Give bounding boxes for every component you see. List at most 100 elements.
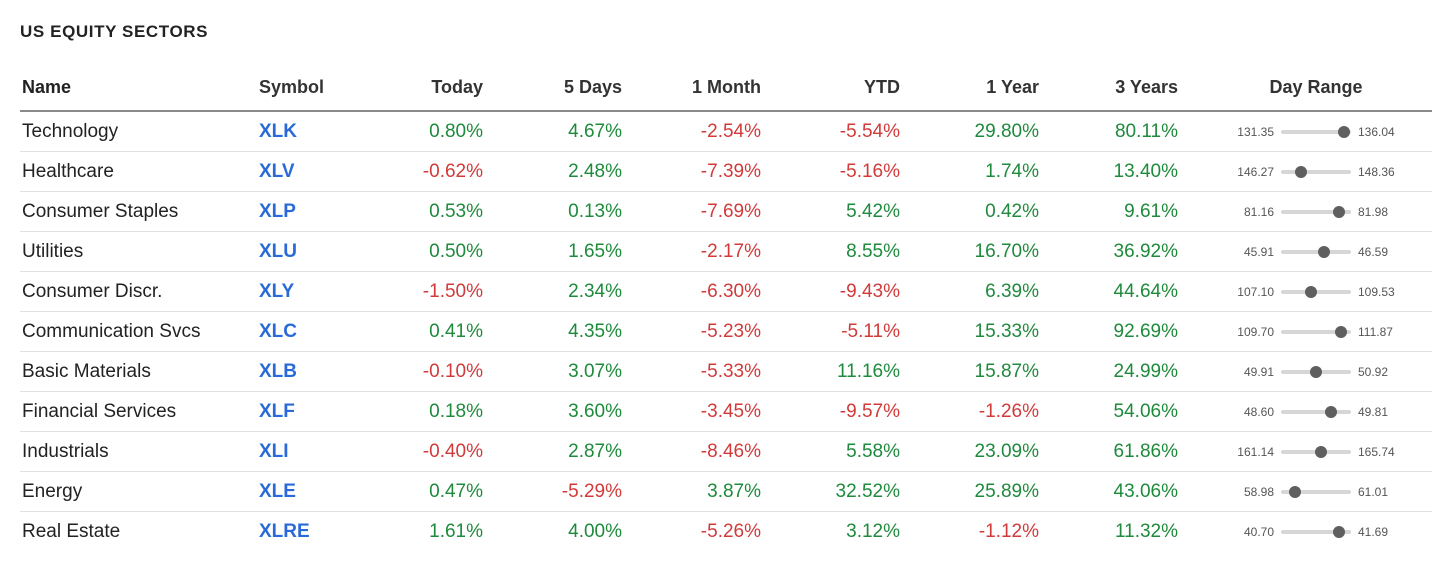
symbol-link[interactable]: XLU bbox=[259, 240, 297, 262]
cell-5-days: 4.67% bbox=[505, 111, 644, 152]
cell-day-range: 109.70 111.87 bbox=[1200, 311, 1432, 352]
cell-5-days: 1.65% bbox=[505, 231, 644, 272]
cell-1-month: -3.45% bbox=[644, 391, 783, 432]
cell-3-years: 44.64% bbox=[1061, 271, 1200, 312]
header-ytd[interactable]: YTD bbox=[783, 64, 922, 112]
cell-5-days: 4.35% bbox=[505, 311, 644, 352]
symbol-link[interactable]: XLY bbox=[259, 280, 295, 302]
cell-1-year: 16.70% bbox=[922, 231, 1061, 272]
cell-5-days: 3.07% bbox=[505, 351, 644, 392]
cell-ytd: 5.42% bbox=[783, 191, 922, 232]
cell-1-month: -7.69% bbox=[644, 191, 783, 232]
cell-sector-name: Industrials bbox=[20, 431, 257, 472]
table-row[interactable]: Consumer Staples XLP 0.53% 0.13% -7.69% 5.42%… bbox=[20, 191, 1432, 232]
cell-today: 1.61% bbox=[429, 520, 483, 542]
cell-1-year: -1.26% bbox=[922, 391, 1061, 432]
cell-ytd: -5.16% bbox=[783, 151, 922, 192]
header-name[interactable]: Name bbox=[20, 64, 257, 112]
cell-today: 0.18% bbox=[366, 391, 505, 432]
cell-1-month: -2.17% bbox=[644, 231, 783, 272]
table-row[interactable]: Healthcare XLV -0.62% 2.48% -7.39% -5.16% 1.74… bbox=[20, 151, 1432, 192]
cell-5-days: 2.48% bbox=[505, 151, 644, 192]
table-row[interactable]: Real Estate XLRE 1.61% 4.00% -5.26% 3.12% -1.1… bbox=[20, 512, 1432, 552]
cell-1-year: 6.39% bbox=[922, 271, 1061, 312]
day-range-low: 109.70 bbox=[1237, 324, 1274, 339]
symbol-link[interactable]: XLV bbox=[259, 160, 295, 182]
day-range-track bbox=[1281, 205, 1351, 218]
cell-1-month: -8.46% bbox=[644, 431, 783, 472]
day-range-track bbox=[1281, 445, 1351, 458]
cell-sector-name: Utilities bbox=[20, 231, 257, 272]
symbol-link[interactable]: XLE bbox=[259, 480, 296, 502]
symbol-link[interactable]: XLF bbox=[259, 400, 295, 422]
cell-sector-name: Real Estate bbox=[22, 520, 121, 542]
day-range-high: 50.92 bbox=[1358, 364, 1389, 379]
day-range-track bbox=[1281, 485, 1351, 498]
header-today[interactable]: Today bbox=[366, 64, 505, 112]
header-symbol[interactable]: Symbol bbox=[257, 64, 366, 112]
day-range-low: 107.10 bbox=[1237, 284, 1274, 299]
cell-1-year: 23.09% bbox=[922, 431, 1061, 472]
day-range-marker bbox=[1305, 285, 1318, 298]
day-range-indicator: 131.35 136.04 bbox=[1200, 125, 1432, 139]
day-range-high: 81.98 bbox=[1358, 204, 1389, 219]
widget-title: US EQUITY SECTORS bbox=[20, 22, 209, 41]
cell-today: -0.62% bbox=[366, 151, 505, 192]
cell-3-years: 9.61% bbox=[1061, 191, 1200, 232]
header-1-year[interactable]: 1 Year bbox=[922, 64, 1061, 112]
cell-symbol: XLB bbox=[257, 351, 366, 392]
symbol-link[interactable]: XLK bbox=[259, 120, 297, 142]
cell-3-years: 54.06% bbox=[1061, 391, 1200, 432]
table-row[interactable]: Technology XLK 0.80% 4.67% -2.54% -5.54% 29.80… bbox=[20, 111, 1432, 152]
day-range-marker bbox=[1325, 405, 1338, 418]
cell-today: 0.53% bbox=[366, 191, 505, 232]
header-5-days[interactable]: 5 Days bbox=[505, 64, 644, 112]
cell-sector-name: Consumer Staples bbox=[20, 191, 257, 232]
header-1-month[interactable]: 1 Month bbox=[644, 64, 783, 112]
table-row[interactable]: Communication Svcs XLC 0.41% 4.35% -5.23% -5.… bbox=[20, 311, 1432, 352]
cell-5-days: 2.34% bbox=[505, 271, 644, 312]
cell-1-year: 15.87% bbox=[922, 351, 1061, 392]
cell-1-month: -2.54% bbox=[644, 111, 783, 152]
table-row[interactable]: Financial Services XLF 0.18% 3.60% -3.45% -9.… bbox=[20, 391, 1432, 432]
cell-3-years: 36.92% bbox=[1061, 231, 1200, 272]
symbol-link[interactable]: XLB bbox=[259, 360, 297, 382]
cell-today: -0.40% bbox=[366, 431, 505, 472]
day-range-indicator: 49.91 50.92 bbox=[1200, 365, 1432, 379]
cell-3-years: 61.86% bbox=[1061, 431, 1200, 472]
cell-ytd: 11.16% bbox=[783, 351, 922, 392]
day-range-marker bbox=[1333, 205, 1346, 218]
table-row[interactable]: Consumer Discr. XLY -1.50% 2.34% -6.30% -9.43… bbox=[20, 271, 1432, 312]
day-range-high: 61.01 bbox=[1358, 484, 1389, 499]
symbol-link[interactable]: XLC bbox=[259, 320, 297, 342]
table-row[interactable]: Energy XLE 0.47% -5.29% 3.87% 32.52% 25.89% 43.… bbox=[20, 471, 1432, 512]
cell-5-days: 3.60% bbox=[505, 391, 644, 432]
table-row[interactable]: Basic Materials XLB -0.10% 3.07% -5.33% 11.16… bbox=[20, 351, 1432, 392]
symbol-link[interactable]: XLRE bbox=[259, 520, 310, 542]
day-range-high: 148.36 bbox=[1358, 164, 1395, 179]
header-3-years[interactable]: 3 Years bbox=[1061, 64, 1200, 112]
table-row[interactable]: Industrials XLI -0.40% 2.87% -8.46% 5.58% 23.0… bbox=[20, 431, 1432, 472]
day-range-low: 45.91 bbox=[1243, 244, 1274, 259]
day-range-indicator: 48.60 49.81 bbox=[1200, 405, 1432, 419]
header-day-range[interactable]: Day Range bbox=[1200, 64, 1432, 112]
cell-5-days: 2.87% bbox=[505, 431, 644, 472]
cell-1-month: -5.26% bbox=[700, 520, 761, 542]
table-row[interactable]: Utilities XLU 0.50% 1.65% -2.17% 8.55% 16.70% 3… bbox=[20, 231, 1432, 272]
cell-1-month: -7.39% bbox=[644, 151, 783, 192]
cell-day-range: 81.16 81.98 bbox=[1200, 191, 1432, 232]
cell-1-year: -1.12% bbox=[978, 520, 1039, 542]
day-range-indicator: 81.16 81.98 bbox=[1200, 205, 1432, 219]
cell-1-year: 0.42% bbox=[922, 191, 1061, 232]
cell-sector-name: Communication Svcs bbox=[20, 311, 257, 352]
cell-symbol: XLI bbox=[257, 431, 366, 472]
day-range-indicator: 107.10 109.53 bbox=[1200, 285, 1432, 299]
cell-5-days: -5.29% bbox=[505, 471, 644, 512]
symbol-link[interactable]: XLI bbox=[259, 440, 289, 462]
cell-3-years: 24.99% bbox=[1061, 351, 1200, 392]
symbol-link[interactable]: XLP bbox=[259, 200, 296, 222]
day-range-indicator: 161.14 165.74 bbox=[1200, 445, 1432, 459]
day-range-low: 48.60 bbox=[1243, 404, 1274, 419]
cell-sector-name: Basic Materials bbox=[20, 351, 257, 392]
cell-ytd: 5.58% bbox=[783, 431, 922, 472]
